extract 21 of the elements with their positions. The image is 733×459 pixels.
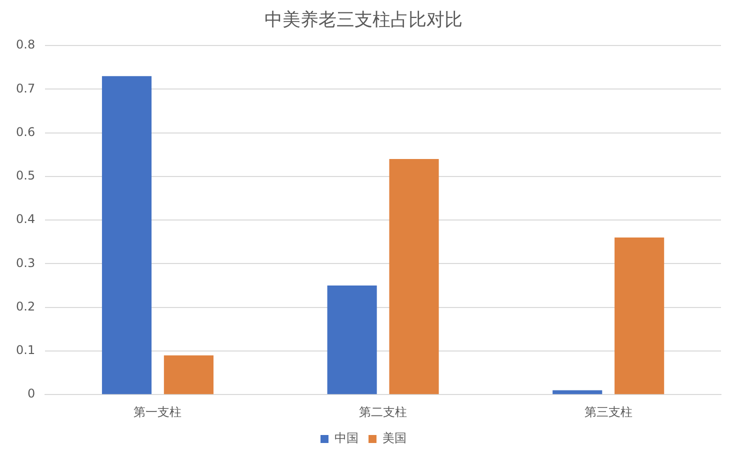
y-tick-label: 0.8 bbox=[16, 38, 36, 52]
bar bbox=[102, 76, 152, 394]
bar bbox=[552, 390, 602, 394]
y-tick-label: 0.2 bbox=[16, 299, 36, 314]
y-tick-label: 0 bbox=[27, 386, 36, 401]
x-tick-label: 第三支柱 bbox=[584, 404, 632, 419]
legend-label: 美国 bbox=[382, 431, 406, 446]
bar bbox=[164, 355, 214, 394]
y-tick-label: 0.5 bbox=[16, 168, 36, 183]
y-tick-label: 0.3 bbox=[16, 256, 36, 270]
bar bbox=[389, 159, 439, 394]
chart-title: 中美养老三支柱占比对比 bbox=[264, 9, 462, 30]
bar bbox=[614, 238, 664, 394]
bar bbox=[327, 286, 377, 394]
y-tick-label: 0.6 bbox=[16, 124, 36, 139]
legend-label: 中国 bbox=[334, 431, 358, 446]
y-tick-label: 0.1 bbox=[16, 343, 36, 358]
y-tick-label: 0.7 bbox=[16, 81, 36, 96]
y-tick-label: 0.4 bbox=[16, 212, 36, 226]
x-tick-label: 第二支柱 bbox=[359, 404, 408, 419]
x-tick-label: 第一支柱 bbox=[134, 404, 182, 419]
